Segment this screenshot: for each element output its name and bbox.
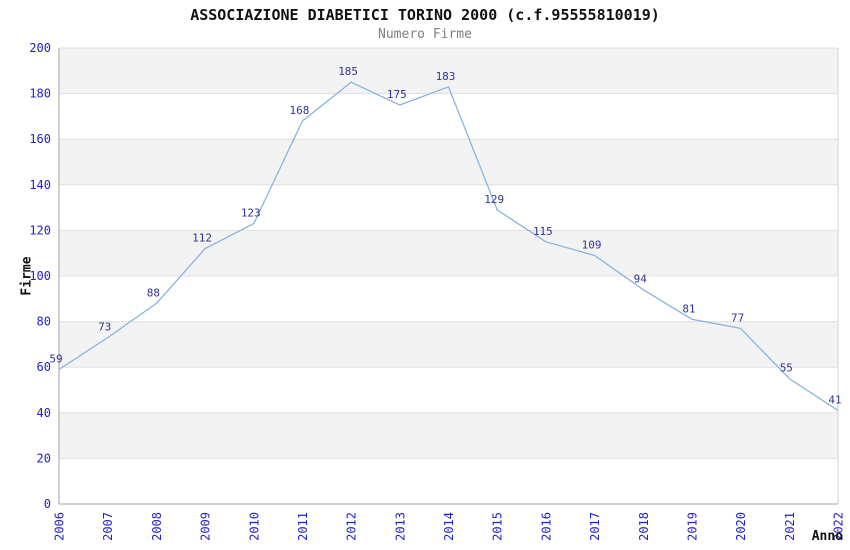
y-tick-label: 80 (37, 315, 51, 329)
y-tick-label: 120 (29, 223, 51, 237)
y-tick-label: 180 (29, 87, 51, 101)
plot-band (59, 48, 838, 94)
y-tick-label: 200 (29, 41, 51, 55)
y-tick-label: 0 (44, 497, 51, 511)
x-tick-label: 2008 (150, 512, 164, 541)
x-axis-title: Anno (811, 529, 843, 544)
data-label: 183 (436, 70, 456, 83)
data-label: 123 (241, 207, 261, 220)
data-label: 41 (828, 394, 841, 407)
data-line (58, 81, 839, 412)
chart-subtitle: Numero Firme (378, 27, 472, 42)
y-tick-label: 160 (29, 132, 51, 146)
x-tick-label: 2010 (247, 512, 261, 541)
y-tick-label: 40 (37, 406, 51, 420)
x-tick-label: 2019 (685, 512, 699, 541)
data-label: 55 (780, 362, 793, 375)
plot-band (59, 139, 838, 185)
y-tick-label: 100 (29, 269, 51, 283)
plot-band (59, 321, 838, 368)
data-label: 109 (582, 238, 602, 251)
data-label: 115 (533, 225, 553, 238)
x-tick-label: 2011 (296, 512, 310, 541)
data-label: 94 (634, 273, 648, 286)
x-tick-label: 2017 (588, 512, 602, 541)
x-tick-label: 2018 (637, 512, 651, 541)
x-tick-label: 2013 (393, 512, 407, 541)
y-tick-label: 60 (37, 360, 51, 374)
data-label: 81 (682, 302, 695, 315)
data-label: 185 (338, 65, 358, 78)
data-label: 77 (731, 311, 744, 324)
y-tick-label: 20 (37, 451, 51, 465)
chart-title: ASSOCIAZIONE DIABETICI TORINO 2000 (c.f.… (190, 6, 660, 24)
data-label: 168 (290, 104, 310, 117)
data-label: 88 (147, 286, 160, 299)
data-label: 73 (98, 321, 111, 334)
y-axis-title: Firme (19, 256, 35, 296)
x-tick-label: 2015 (491, 512, 505, 541)
x-tick-label: 2022 (832, 512, 846, 541)
x-tick-label: 2012 (345, 512, 359, 541)
data-label: 112 (192, 232, 212, 245)
x-tick-label: 2016 (539, 512, 553, 541)
data-label: 175 (387, 88, 407, 101)
x-tick-label: 2014 (442, 512, 456, 541)
data-label: 59 (49, 352, 62, 365)
x-tick-label: 2006 (53, 512, 67, 541)
x-tick-label: 2021 (783, 512, 797, 541)
data-label: 129 (484, 193, 504, 206)
plot-band (59, 230, 838, 276)
x-tick-label: 2009 (199, 512, 213, 541)
y-tick-label: 140 (29, 178, 51, 192)
x-tick-label: 2020 (734, 512, 748, 541)
x-tick-label: 2007 (101, 512, 115, 541)
plot-band (59, 412, 838, 459)
